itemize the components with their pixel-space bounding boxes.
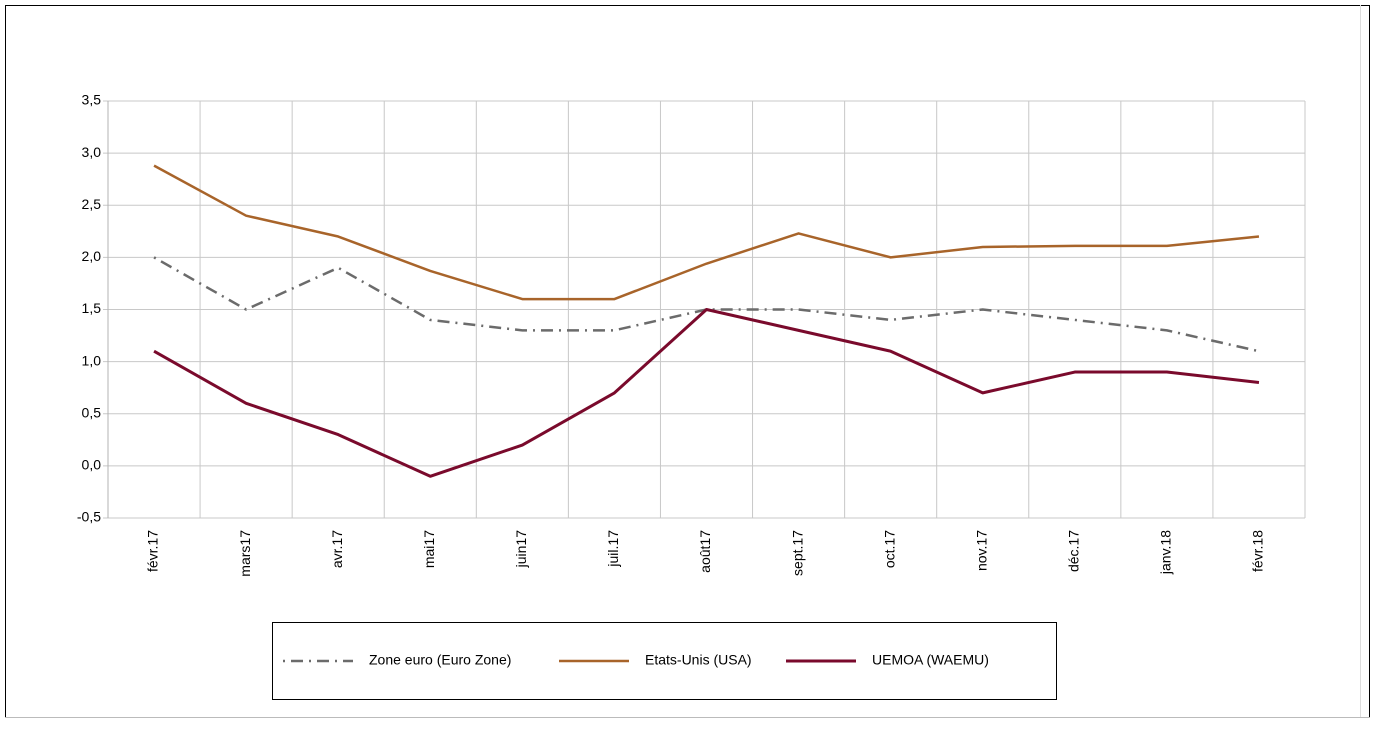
- legend-label: Zone euro (Euro Zone): [369, 652, 511, 668]
- y-tick-label: 3,5: [82, 92, 102, 108]
- x-tick-label: sept.17: [789, 530, 805, 576]
- y-tick-label: 2,5: [82, 196, 102, 212]
- y-tick-label: -0,5: [77, 509, 101, 525]
- x-tick-label: févr.18: [1250, 530, 1266, 572]
- x-tick-label: août17: [697, 530, 713, 573]
- line-series: [153, 164, 1260, 301]
- x-tick-label: mai17: [421, 530, 437, 568]
- x-tick-label: déc.17: [1066, 530, 1082, 572]
- x-tick-label: avr.17: [329, 530, 345, 568]
- y-tick-label: 2,0: [82, 248, 102, 264]
- line-series: [153, 308, 1260, 478]
- x-tick-label: mars17: [237, 530, 253, 577]
- y-tick-label: 1,0: [82, 352, 102, 368]
- x-tick-label: juin17: [513, 530, 529, 569]
- x-tick-label: févr.17: [145, 530, 161, 572]
- legend-label: UEMOA (WAEMU): [872, 652, 989, 668]
- y-tick-label: 3,0: [82, 144, 102, 160]
- x-tick-label: oct.17: [881, 530, 897, 568]
- y-tick-label: 0,0: [82, 457, 102, 473]
- legend-label: Etats-Unis (USA): [645, 652, 752, 668]
- x-tick-label: janv.18: [1158, 530, 1174, 575]
- x-tick-label: nov.17: [973, 530, 989, 571]
- y-tick-label: 0,5: [82, 404, 102, 420]
- x-tick-label: juil.17: [605, 530, 621, 568]
- y-tick-label: 1,5: [82, 300, 102, 316]
- legend-box: [272, 622, 1057, 700]
